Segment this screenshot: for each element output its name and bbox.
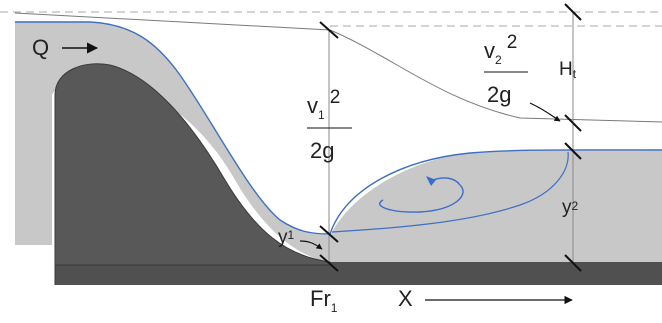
tick-s2-floor <box>564 254 582 272</box>
head-loss-subscript: t <box>573 67 577 81</box>
v2-subscript: 2 <box>495 53 502 67</box>
roller-vortex-arrow <box>379 184 464 213</box>
depth-1-pointer-arrow <box>299 240 323 250</box>
v2-letter: v <box>484 38 495 63</box>
roller-vortex-arrowhead <box>426 176 436 186</box>
tick-s1-floor <box>319 254 339 272</box>
v1-superscript: 2 <box>330 87 341 108</box>
depth-2-subscript: 2 <box>572 199 579 213</box>
depth-1-label: y1 <box>278 227 295 248</box>
v2-superscript: 2 <box>507 32 518 53</box>
tick-s2-top <box>564 3 582 21</box>
head-loss-letter: H <box>559 59 573 80</box>
v1-label: v12 <box>307 87 340 122</box>
spillway-body <box>54 63 331 285</box>
tick-s1-surface <box>319 225 339 243</box>
v1-denominator: 2g <box>310 138 334 163</box>
v2-pointer-arrow <box>529 102 561 122</box>
depth-2-label: y2 <box>562 197 579 218</box>
energy-line <box>14 12 662 123</box>
tick-s2-energy <box>564 114 582 132</box>
depth-1-letter: y <box>278 227 288 248</box>
roller-vortex-top <box>432 177 461 186</box>
v1-letter: v <box>307 93 318 118</box>
water-body <box>15 22 662 262</box>
jump-length-label: X <box>398 286 413 311</box>
froude-subscript: 1 <box>331 301 338 315</box>
flow-label: Q <box>32 35 49 60</box>
v2-label: v22 <box>484 32 517 67</box>
tick-s1-energy <box>319 21 339 39</box>
froude-text: Fr <box>310 286 331 311</box>
roller-underflow-line <box>331 151 569 233</box>
froude-label: Fr1 <box>310 286 338 315</box>
water-surface-jump <box>329 149 662 235</box>
depth-1-subscript: 1 <box>288 228 295 242</box>
water-surface-upstream <box>15 21 331 235</box>
tick-s2-surface <box>564 142 582 160</box>
v2-denominator: 2g <box>487 82 511 107</box>
depth-2-letter: y <box>562 197 572 218</box>
head-loss-label: Ht <box>559 59 577 81</box>
v1-subscript: 1 <box>318 108 325 122</box>
